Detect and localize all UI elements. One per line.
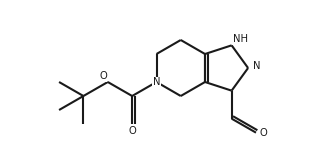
Text: O: O [99,71,107,81]
Text: O: O [260,128,268,138]
Text: NH: NH [232,34,248,44]
Text: N: N [253,61,261,71]
Text: N: N [153,77,160,87]
Text: O: O [128,126,136,136]
